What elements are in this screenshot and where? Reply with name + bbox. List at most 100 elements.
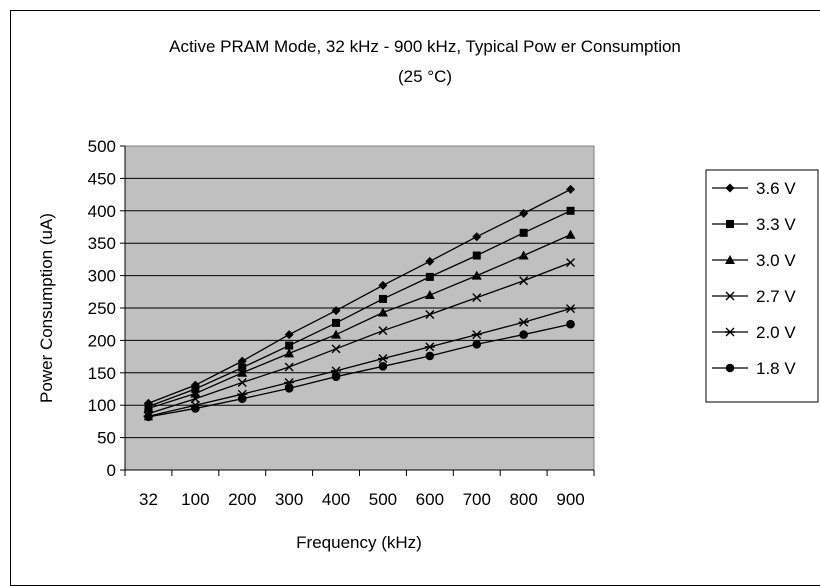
legend: 3.6 V 3.3 V 3.0 V 2.7 V 2.0 V 1.8 V [705,169,819,403]
y-tick-label: 100 [88,396,116,415]
data-point [284,348,295,358]
legend-marker [725,291,735,301]
data-point [238,363,247,372]
data-point [424,342,435,352]
data-point [331,329,342,339]
data-point [377,307,388,317]
x-tick-label: 200 [228,490,256,509]
legend-label: 1.8 V [756,359,796,378]
data-point [472,293,482,303]
data-point [237,394,247,404]
legend-label: 3.0 V [756,251,796,270]
data-point [237,367,248,377]
y-tick-label: 250 [88,299,116,318]
data-point [472,251,481,260]
series-line [148,262,571,415]
series-line [148,210,571,408]
data-point [565,229,576,239]
data-point [471,270,482,280]
x-axis-title: Frequency (kHz) [296,533,422,552]
x-tick-label: 100 [181,490,209,509]
data-point [191,404,200,413]
y-tick-label: 200 [88,331,116,350]
data-point [378,326,388,336]
x-axis-ticks: 32 100 200 300 400 500 600 700 800 900 [124,470,595,509]
x-tick-label: 600 [416,490,444,509]
data-point [237,378,247,388]
y-tick-label: 450 [88,169,116,188]
data-point [472,232,482,242]
data-point [472,339,482,349]
x-tick-label: 700 [463,490,491,509]
data-point [566,319,575,329]
data-point [425,309,435,319]
legend-marker [726,220,734,228]
data-point [378,362,388,371]
data-point [425,272,434,281]
y-axis-title: Power Consumption (uA) [37,213,56,403]
data-point [518,317,529,327]
data-point [332,318,341,327]
legend-item: 3.3 V [712,215,796,234]
data-point [519,228,528,237]
data-point [378,294,387,303]
x-tick-label: 500 [369,490,397,509]
data-point [331,372,341,381]
data-point [566,184,576,194]
data-point [378,280,388,290]
legend-item: 2.0 V [712,323,796,342]
legend-item: 3.0 V [712,251,796,270]
data-point [237,356,247,366]
data-point [377,354,388,364]
legend-label: 2.0 V [756,323,796,342]
y-tick-label: 400 [88,202,116,221]
x-tick-label: 300 [275,490,303,509]
series-3-6-V [143,184,576,408]
data-point [331,344,341,354]
legend-box [705,169,819,403]
series-line [148,308,571,417]
y-tick-label: 300 [88,267,116,286]
legend-label: 3.6 V [756,179,796,198]
legend-label: 3.3 V [756,215,796,234]
data-point [565,304,576,314]
series-2-0-V [143,304,576,421]
data-point [471,330,482,340]
data-point [284,362,294,372]
data-point [519,276,529,286]
data-point [425,351,435,361]
data-point [285,341,294,350]
data-point [566,206,575,215]
x-tick-label: 32 [139,490,158,509]
y-tick-label: 150 [88,364,116,383]
y-axis-ticks: 0 50 100 150 200 250 300 350 400 450 500 [88,137,125,480]
data-point [519,330,528,339]
legend-marker [725,363,735,373]
data-point [284,384,294,393]
x-tick-label: 900 [556,490,584,509]
data-point [566,258,576,268]
gridlines [125,177,594,439]
y-tick-label: 0 [107,461,116,480]
series-line [148,188,571,404]
data-point [331,306,341,316]
legend-label: 2.7 V [756,287,796,306]
legend-marker [725,183,735,193]
series-1-8-V [144,319,575,422]
x-tick-label: 800 [509,490,537,509]
legend-item: 1.8 V [712,359,796,378]
legend-marker [725,255,735,264]
y-tick-label: 50 [97,429,116,448]
data-point [518,250,529,260]
data-point [424,290,435,300]
data-point [190,394,200,404]
legend-item: 3.6 V [712,179,796,198]
legend-marker [725,327,735,337]
data-point [144,412,153,422]
data-point [284,330,294,340]
series-line [148,323,571,418]
data-point [425,256,435,266]
x-tick-label: 400 [322,490,350,509]
y-tick-label: 500 [88,137,116,156]
